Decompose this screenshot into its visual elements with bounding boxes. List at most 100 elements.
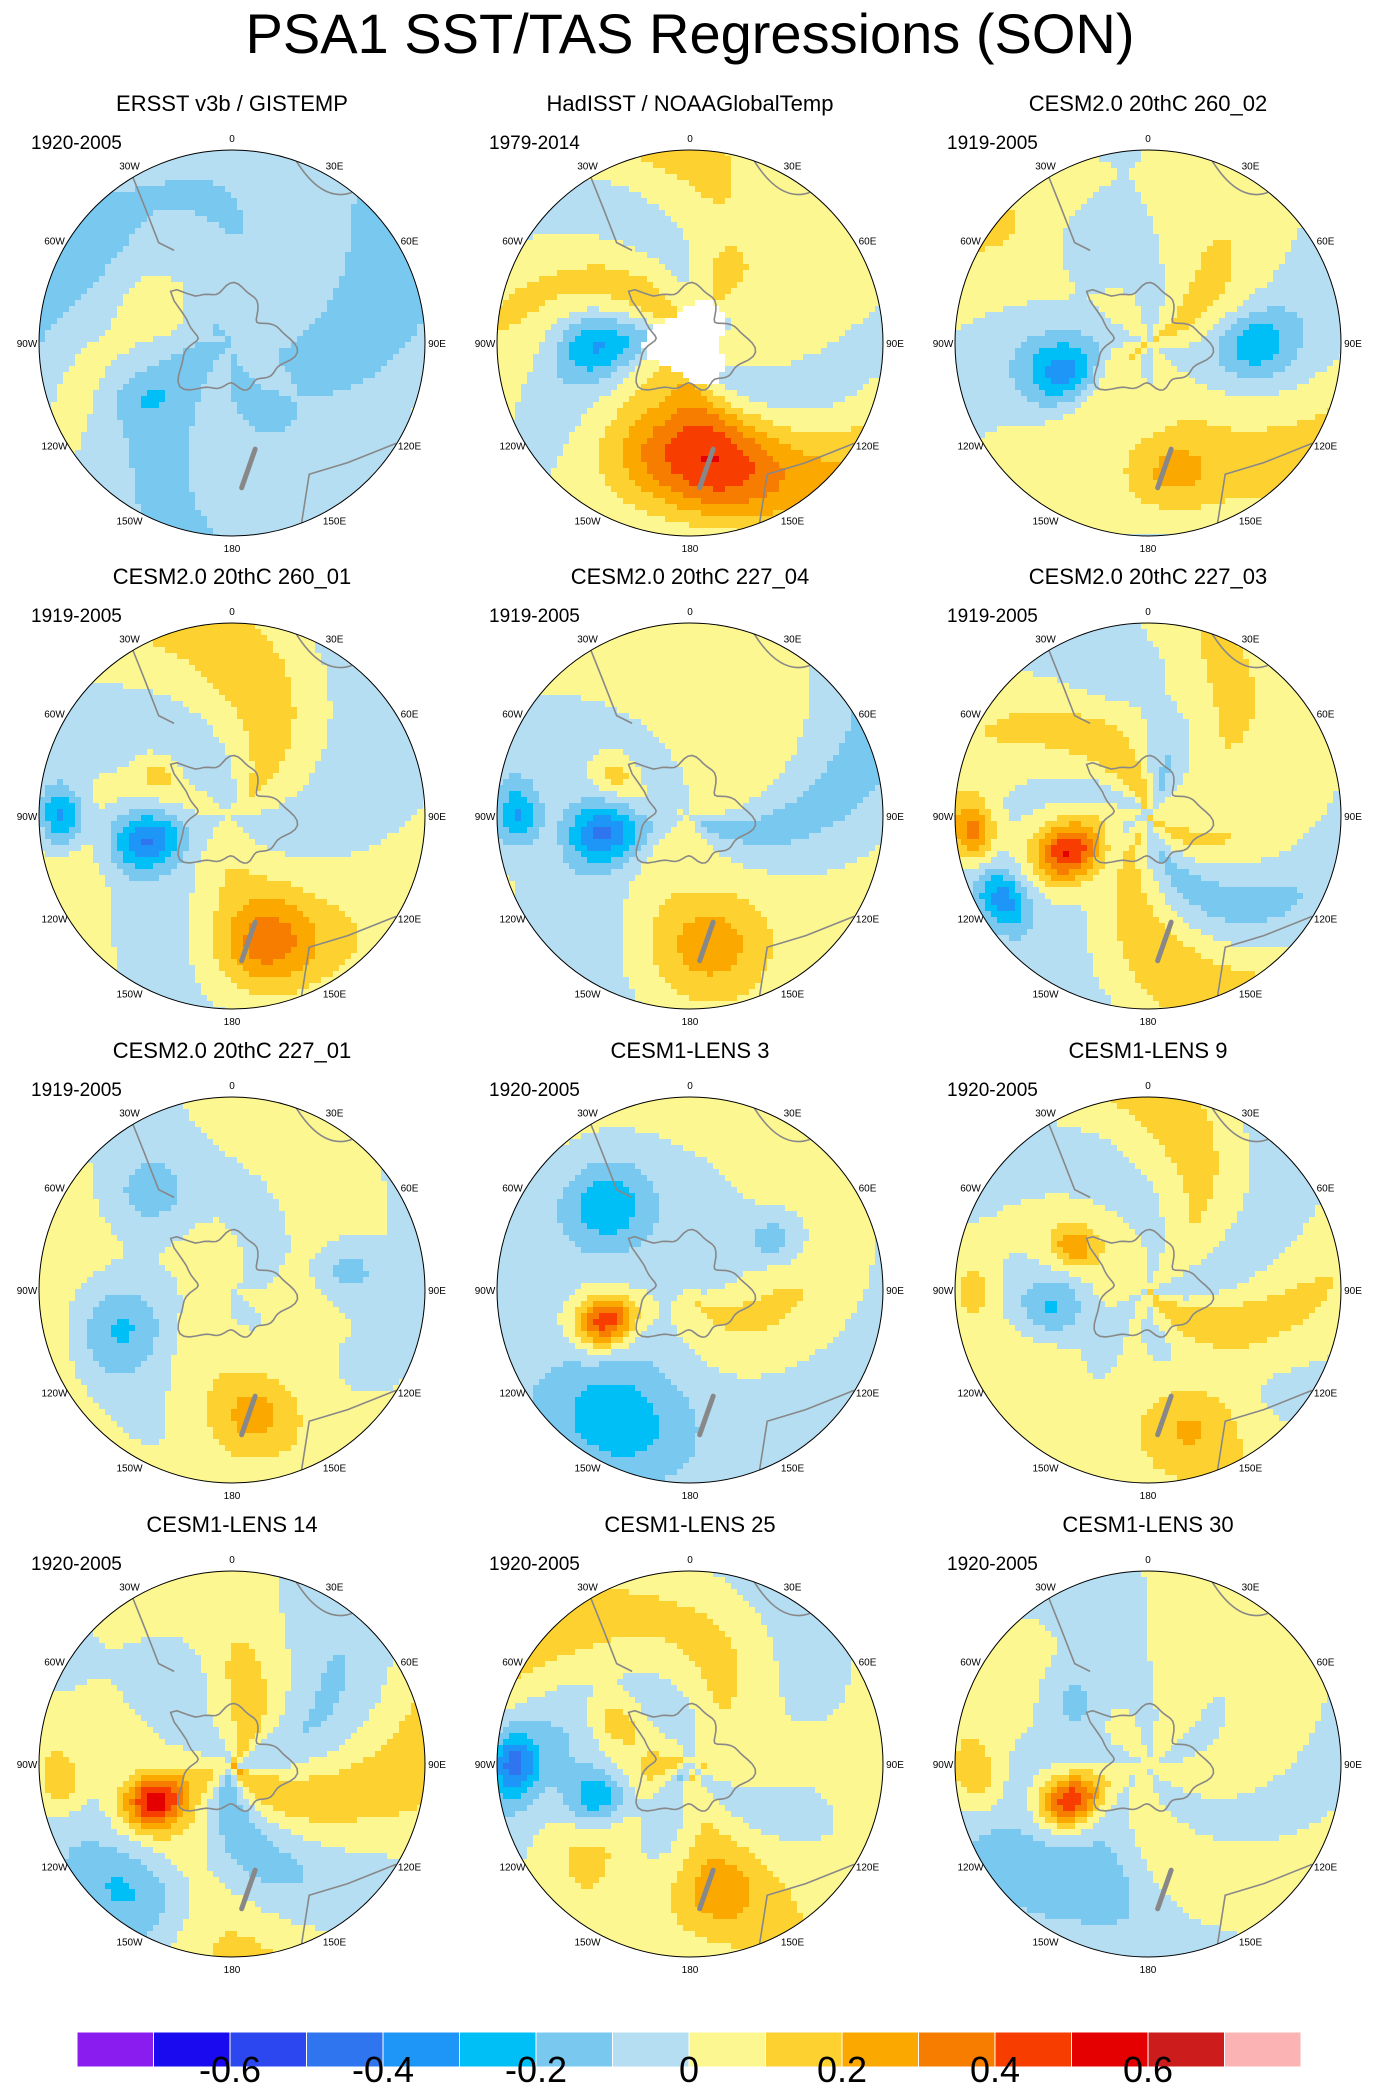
- new-zealand-coastline: [1155, 1393, 1174, 1438]
- panel-period: 1919-2005: [947, 133, 1038, 154]
- colorbar-swatch: [918, 2031, 996, 2068]
- longitude-label: 180: [224, 1491, 241, 1502]
- longitude-label: 60E: [401, 1658, 419, 1669]
- longitude-label: 120E: [856, 1863, 880, 1874]
- panel-title: CESM1-LENS 30: [1062, 1512, 1233, 1537]
- longitude-label: 30W: [577, 1583, 598, 1594]
- antarctica-coastline: [627, 1228, 757, 1338]
- colorbar-swatch: [229, 2031, 307, 2068]
- colorbar-swatch: [688, 2031, 766, 2068]
- new-zealand-coastline: [1155, 446, 1174, 491]
- regression-field: [497, 623, 883, 1009]
- longitude-label: 30E: [326, 1109, 344, 1120]
- longitude-label: 60E: [401, 237, 419, 248]
- longitude-label: 150E: [323, 517, 347, 528]
- antarctica-coastline: [169, 281, 299, 391]
- longitude-label: 30E: [1242, 1583, 1260, 1594]
- longitude-label: 120W: [957, 915, 984, 926]
- longitude-label: 90E: [1344, 339, 1362, 350]
- australia-coastline: [1214, 442, 1313, 536]
- map-panel: 0 30E 60E 90E 120E 150E 180 150W 120W 90W 60W 30W CE…: [17, 1038, 447, 1502]
- regression-field: [497, 1097, 883, 1483]
- longitude-label: 0: [1145, 134, 1151, 145]
- longitude-label: 90E: [428, 812, 446, 823]
- longitude-label: 60W: [502, 710, 523, 721]
- colorbar-swatch: [535, 2031, 613, 2068]
- longitude-label: 120E: [398, 1389, 422, 1400]
- longitude-label: 150W: [574, 1938, 601, 1949]
- longitude-label: 60E: [859, 1184, 877, 1195]
- longitude-label: 150W: [116, 990, 143, 1001]
- longitude-label: 30E: [1242, 162, 1260, 173]
- south-america-coastline: [1041, 159, 1091, 252]
- map-boundary: [954, 149, 1342, 537]
- panel-period: 1919-2005: [31, 606, 122, 627]
- longitude-label: 120E: [398, 1863, 422, 1874]
- longitude-label: 30E: [784, 1583, 802, 1594]
- panel-period: 1920-2005: [31, 1554, 122, 1575]
- longitude-label: 120W: [957, 1863, 984, 1874]
- panel-title: CESM2.0 20thC 227_03: [1029, 564, 1268, 589]
- south-america-coastline: [583, 159, 633, 252]
- panel-title: CESM1-LENS 3: [611, 1038, 770, 1063]
- longitude-label: 120W: [499, 1863, 526, 1874]
- longitude-label: 120E: [856, 1389, 880, 1400]
- longitude-label: 180: [1140, 1965, 1157, 1976]
- antarctica-coastline: [169, 754, 299, 864]
- longitude-label: 0: [687, 134, 693, 145]
- map-panel: 0 30E 60E 90E 120E 150E 180 150W 120W 90W 60W 30W CE…: [475, 1512, 905, 1976]
- longitude-label: 120E: [1314, 1863, 1338, 1874]
- new-zealand-coastline: [697, 446, 716, 491]
- longitude-label: 90E: [886, 339, 904, 350]
- longitude-label: 30E: [1242, 635, 1260, 646]
- australia-coastline: [298, 1389, 397, 1483]
- australia-coastline: [756, 915, 855, 1009]
- australia-coastline: [298, 915, 397, 1009]
- longitude-label: 150W: [574, 990, 601, 1001]
- panel-title: CESM1-LENS 25: [604, 1512, 775, 1537]
- longitude-label: 60W: [44, 1658, 65, 1669]
- map-boundary: [38, 622, 426, 1010]
- colorbar-swatch: [306, 2031, 384, 2068]
- longitude-label: 90E: [886, 812, 904, 823]
- longitude-label: 150W: [116, 1464, 143, 1475]
- longitude-label: 60W: [960, 710, 981, 721]
- longitude-label: 180: [1140, 1017, 1157, 1028]
- longitude-label: 30E: [326, 635, 344, 646]
- longitude-label: 90W: [475, 339, 496, 350]
- panel-period: 1919-2005: [947, 606, 1038, 627]
- longitude-label: 60W: [960, 237, 981, 248]
- longitude-label: 120W: [41, 442, 68, 453]
- map-panel: 0 30E 60E 90E 120E 150E 180 150W 120W 90W 60W 30W CE…: [17, 564, 447, 1028]
- map-panel: 0 30E 60E 90E 120E 150E 180 150W 120W 90W 60W 30W CE…: [933, 1512, 1363, 1976]
- longitude-label: 150E: [781, 1938, 805, 1949]
- panel-title: CESM1-LENS 14: [146, 1512, 317, 1537]
- longitude-label: 180: [682, 544, 699, 555]
- map-panel: 0 30E 60E 90E 120E 150E 180 150W 120W 90W 60W 30W CE…: [933, 91, 1363, 555]
- new-zealand-coastline: [697, 1393, 716, 1438]
- south-america-coastline: [125, 1580, 175, 1673]
- longitude-label: 30W: [577, 162, 598, 173]
- longitude-label: 180: [224, 1017, 241, 1028]
- longitude-label: 150E: [323, 1464, 347, 1475]
- longitude-label: 150E: [1239, 1938, 1263, 1949]
- longitude-label: 120W: [499, 1389, 526, 1400]
- longitude-label: 90E: [1344, 1286, 1362, 1297]
- longitude-label: 90E: [428, 1286, 446, 1297]
- map-panel: 0 30E 60E 90E 120E 150E 180 150W 120W 90W 60W 30W CE…: [475, 564, 905, 1028]
- longitude-label: 90E: [428, 1760, 446, 1771]
- panel-title: CESM2.0 20thC 260_02: [1029, 91, 1268, 116]
- colorbar-swatch: [382, 2031, 460, 2068]
- longitude-label: 90W: [17, 812, 38, 823]
- colorbar-swatch: [76, 2031, 154, 2068]
- longitude-label: 0: [687, 607, 693, 618]
- longitude-label: 0: [1145, 1555, 1151, 1566]
- longitude-label: 180: [224, 544, 241, 555]
- longitude-label: 150E: [1239, 990, 1263, 1001]
- longitude-label: 150E: [781, 990, 805, 1001]
- longitude-label: 60W: [960, 1658, 981, 1669]
- antarctica-coastline: [1085, 1702, 1215, 1812]
- longitude-label: 60W: [44, 237, 65, 248]
- longitude-label: 60E: [859, 710, 877, 721]
- longitude-label: 30W: [577, 1109, 598, 1120]
